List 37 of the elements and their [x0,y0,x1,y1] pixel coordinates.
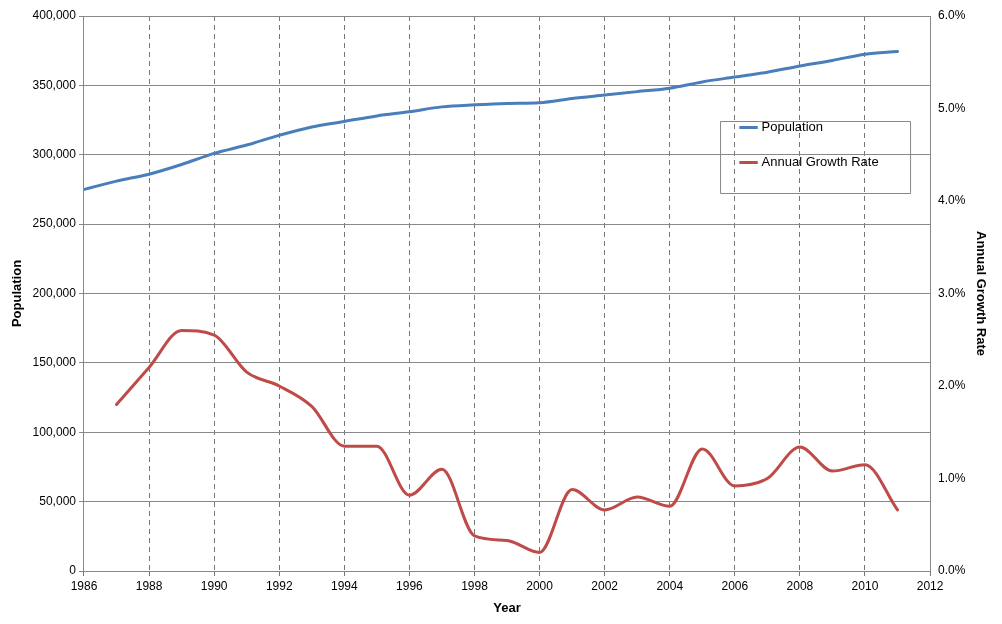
x-tick-label: 2002 [591,578,619,593]
y2-tick-label: 5.0% [938,100,966,115]
y2-tick-label: 4.0% [938,193,966,208]
y2-tick-label: 3.0% [938,285,966,300]
x-tick-label: 2010 [851,578,879,593]
y-tick-label: 200,000 [32,285,77,300]
y-tick-label: 0 [69,563,77,578]
y2-tick-label: 0.0% [938,563,966,578]
x-tick-label: 1986 [70,578,98,593]
y-tick-label: 350,000 [32,77,77,92]
x-tick-label: 2000 [526,578,554,593]
y-tick-label: 100,000 [32,424,77,439]
line-series [83,49,900,191]
x-tick-label: 1998 [461,578,489,593]
x-tick-label: 2008 [786,578,814,593]
y-tick-label: 50,000 [39,493,77,508]
y-tick-label: 400,000 [32,8,77,23]
y2-tick-label: 1.0% [938,470,966,485]
x-tick-label: 1994 [330,578,358,593]
x-tick-label: 1990 [200,578,228,593]
y2-axis-title: Annual Growth Rate [973,231,989,356]
x-tick-label: 2004 [656,578,684,593]
legend-label: Annual Growth Rate [761,154,879,170]
x-axis-title: Year [493,599,521,615]
x-tick-label: 1996 [396,578,424,593]
y-tick-label: 150,000 [32,355,77,370]
y-axis-title: Population [9,259,25,328]
y-tick-label: 300,000 [32,147,77,162]
y-tick-label: 250,000 [32,216,77,231]
x-tick-label: 2006 [721,578,749,593]
y2-tick-label: 6.0% [938,8,966,23]
x-tick-label: 1988 [135,578,163,593]
x-tick-label: 2012 [916,578,944,593]
x-tick-label: 1992 [265,578,293,593]
y2-tick-label: 2.0% [938,378,966,393]
line-series [115,329,900,554]
legend-label: Population [761,119,823,135]
